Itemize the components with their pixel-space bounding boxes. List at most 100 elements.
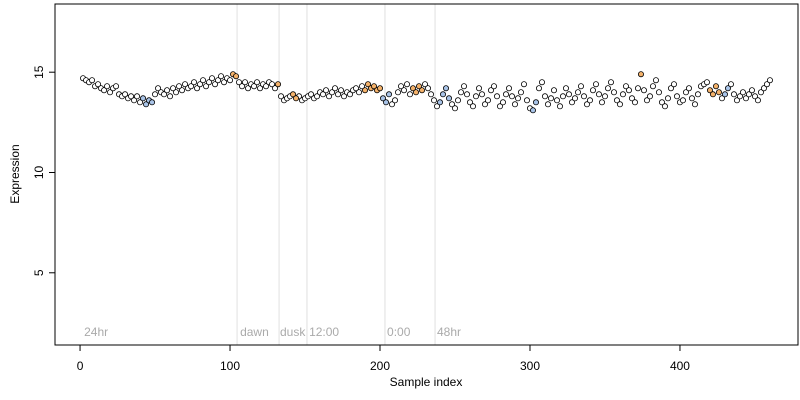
point xyxy=(502,91,509,98)
point xyxy=(254,79,261,86)
point xyxy=(404,81,411,88)
point xyxy=(347,91,354,98)
point xyxy=(718,95,725,102)
point xyxy=(239,83,246,90)
point xyxy=(574,89,581,96)
point xyxy=(586,97,593,104)
point xyxy=(580,93,587,100)
point xyxy=(326,93,333,100)
point xyxy=(655,89,662,96)
point xyxy=(362,87,369,94)
point xyxy=(332,85,339,92)
point xyxy=(427,91,434,98)
point xyxy=(128,93,135,100)
point xyxy=(691,101,698,108)
point xyxy=(628,95,635,102)
point xyxy=(706,87,713,94)
point xyxy=(122,91,129,98)
point xyxy=(592,81,599,88)
point xyxy=(197,81,204,88)
point xyxy=(272,85,279,92)
point xyxy=(245,85,252,92)
point xyxy=(658,99,665,106)
point xyxy=(424,85,431,92)
point xyxy=(356,89,363,96)
point xyxy=(610,89,617,96)
point xyxy=(95,81,102,88)
y-tick-label: 10 xyxy=(32,165,46,179)
point xyxy=(553,97,560,104)
point xyxy=(508,93,515,100)
point xyxy=(721,91,728,98)
point xyxy=(323,87,330,94)
point xyxy=(643,97,650,104)
point xyxy=(442,85,449,92)
annotation: dusk xyxy=(280,325,306,339)
point xyxy=(757,89,764,96)
point xyxy=(410,85,417,92)
point xyxy=(739,89,746,96)
point xyxy=(170,85,177,92)
point xyxy=(365,81,372,88)
annotation: 12:00 xyxy=(309,325,339,339)
point xyxy=(505,85,512,92)
point xyxy=(496,103,503,110)
point xyxy=(472,93,479,100)
point xyxy=(101,87,108,94)
point xyxy=(634,85,641,92)
y-tick-label: 5 xyxy=(32,269,46,276)
point xyxy=(278,93,285,100)
point xyxy=(89,77,96,84)
y-tick-label: 15 xyxy=(32,65,46,79)
point xyxy=(416,83,423,90)
point xyxy=(182,81,189,88)
point xyxy=(631,99,638,106)
point xyxy=(742,95,749,102)
point xyxy=(724,85,731,92)
point xyxy=(392,97,399,104)
annotation: 24hr xyxy=(84,325,108,339)
point xyxy=(430,97,437,104)
point xyxy=(377,85,384,92)
point xyxy=(607,79,614,86)
point xyxy=(167,93,174,100)
point xyxy=(529,107,536,114)
point xyxy=(499,99,506,106)
point xyxy=(143,101,150,108)
point xyxy=(152,91,159,98)
point xyxy=(236,79,243,86)
point xyxy=(200,77,207,84)
point xyxy=(395,89,402,96)
point xyxy=(670,81,677,88)
point xyxy=(547,95,554,102)
point xyxy=(164,87,171,94)
x-tick-label: 200 xyxy=(370,359,390,373)
point xyxy=(490,83,497,90)
point xyxy=(422,81,429,88)
point xyxy=(155,85,162,92)
x-tick-label: 400 xyxy=(670,359,690,373)
point xyxy=(161,91,168,98)
point xyxy=(754,97,761,104)
point xyxy=(589,87,596,94)
point xyxy=(320,91,327,98)
point xyxy=(439,91,446,98)
point xyxy=(475,85,482,92)
point xyxy=(398,83,405,90)
point xyxy=(661,103,668,110)
point xyxy=(694,91,701,98)
point xyxy=(763,81,770,88)
point xyxy=(401,87,408,94)
point xyxy=(664,95,671,102)
point xyxy=(544,101,551,108)
point xyxy=(389,101,396,108)
point xyxy=(736,93,743,100)
point xyxy=(601,93,608,100)
point xyxy=(251,83,258,90)
point xyxy=(308,91,315,98)
point xyxy=(460,83,467,90)
point xyxy=(206,79,213,86)
point xyxy=(682,89,689,96)
point xyxy=(511,101,518,108)
